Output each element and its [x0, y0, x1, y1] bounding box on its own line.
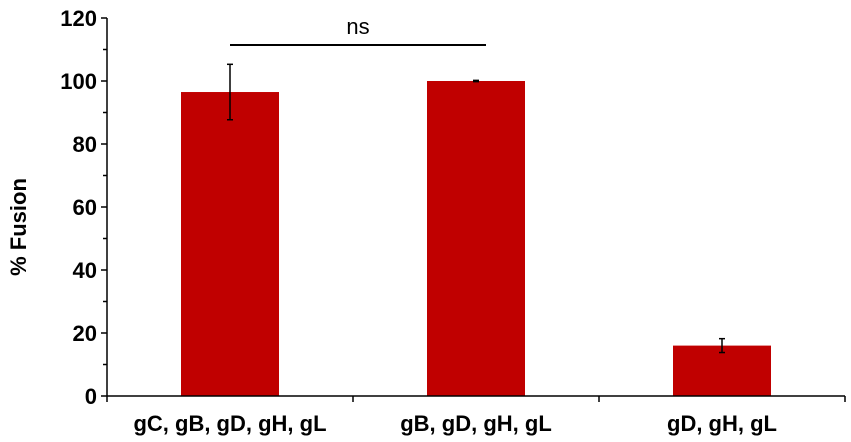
y-tick-label-0: 0: [85, 384, 97, 409]
y-tick-label-60: 60: [73, 195, 97, 220]
x-category-label-1: gC, gB, gD, gH, gL: [133, 411, 326, 436]
y-tick-label-40: 40: [73, 258, 97, 283]
bar-3: [673, 345, 771, 396]
bar-2: [427, 81, 525, 396]
y-tick-label-80: 80: [73, 132, 97, 157]
significance-label: ns: [346, 14, 369, 39]
plot-area: 0 20 40 60 80 100 120 gC, gB, gD, gH, gL gB, gD,…: [60, 6, 846, 436]
x-category-label-3: gD, gH, gL: [667, 411, 777, 436]
y-tick-label-100: 100: [60, 69, 97, 94]
y-tick-label-20: 20: [73, 321, 97, 346]
x-category-label-2: gB, gD, gH, gL: [400, 411, 552, 436]
y-axis-title: % Fusion: [6, 178, 31, 276]
y-tick-label-120: 120: [60, 6, 97, 31]
bar-1: [181, 92, 279, 397]
